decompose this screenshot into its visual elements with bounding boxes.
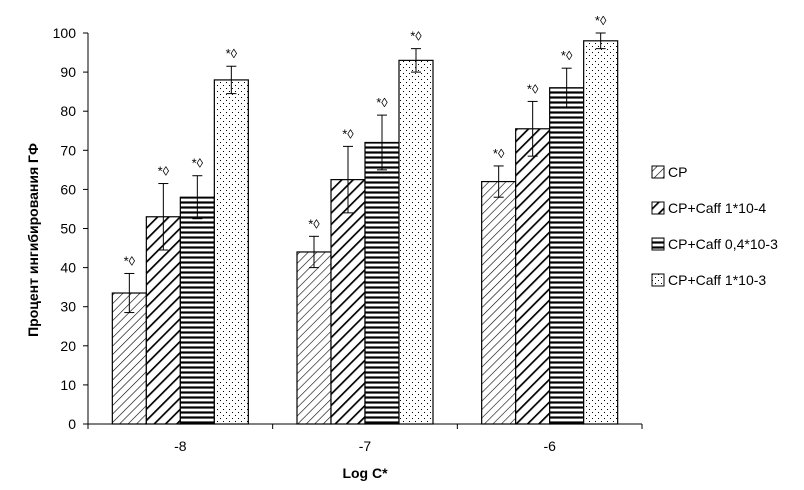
x-axis-title: Log C*	[342, 465, 388, 481]
bars	[111, 40, 619, 425]
bar	[213, 79, 249, 425]
legend-item: CP+Caff 0,4*10-3	[651, 236, 778, 252]
bar	[330, 179, 366, 425]
legend: CP CP+Caff 1*10-4 CP+Caff 0,4*10-3 CP+Caff …	[651, 164, 778, 288]
legend-swatch	[651, 201, 665, 215]
y-ticks: 0 10 20 30 40 50 60 70 80 90 100	[53, 25, 88, 432]
significance-marker: *◊	[308, 216, 320, 231]
significance-marker: *◊	[410, 29, 422, 44]
legend-label: CP+Caff 1*10-3	[668, 272, 766, 288]
x-tick-label: -8	[174, 438, 187, 454]
legend-label: CP	[668, 164, 687, 180]
y-tick-label: 90	[60, 64, 76, 80]
legend-item: CP+Caff 1*10-4	[651, 200, 766, 216]
error-bars	[124, 32, 606, 314]
y-tick-label: 80	[60, 103, 76, 119]
y-tick-label: 70	[60, 142, 76, 158]
y-axis-title: Процент ингибирования ГФ	[25, 143, 41, 337]
bar	[481, 180, 517, 425]
bar	[364, 141, 400, 425]
legend-label: CP+Caff 1*10-4	[668, 200, 766, 216]
legend-item: CP+Caff 1*10-3	[651, 272, 766, 288]
y-tick-label: 30	[60, 299, 76, 315]
legend-swatch	[651, 237, 665, 251]
significance-marker: *◊	[226, 46, 238, 61]
y-tick-label: 50	[60, 221, 76, 237]
significance-marker: *◊	[595, 13, 607, 28]
y-tick-label: 40	[60, 260, 76, 276]
y-tick-label: 10	[60, 377, 76, 393]
x-tick-label: -6	[543, 438, 556, 454]
significance-marker: *◊	[158, 164, 170, 179]
y-tick-label: 100	[53, 25, 77, 41]
x-ticks: -8 -7 -6	[87, 424, 643, 454]
y-tick-label: 0	[68, 416, 76, 432]
y-tick-label: 60	[60, 181, 76, 197]
significance-annotations: *◊ *◊ *◊ *◊ *◊ *◊ *◊ *◊ *◊ *◊ *◊ *◊	[124, 13, 607, 268]
bar	[398, 59, 434, 425]
significance-marker: *◊	[561, 48, 573, 63]
significance-marker: *◊	[376, 95, 388, 110]
significance-marker: *◊	[192, 156, 204, 171]
bar	[179, 196, 215, 425]
significance-marker: *◊	[493, 146, 505, 161]
legend-swatch	[651, 165, 665, 179]
bar	[111, 292, 147, 425]
significance-marker: *◊	[527, 81, 539, 96]
legend-item: CP	[651, 164, 687, 180]
bar	[515, 128, 551, 425]
bar	[583, 40, 619, 425]
y-tick-label: 20	[60, 338, 76, 354]
legend-swatch	[651, 273, 665, 287]
axes: 0 10 20 30 40 50 60 70 80 90 100 -8 -7 -6	[53, 25, 643, 454]
bar	[296, 251, 332, 425]
bar	[549, 87, 585, 425]
legend-label: CP+Caff 0,4*10-3	[668, 236, 778, 252]
significance-marker: *◊	[342, 126, 354, 141]
x-tick-label: -7	[359, 438, 372, 454]
significance-marker: *◊	[124, 253, 136, 268]
